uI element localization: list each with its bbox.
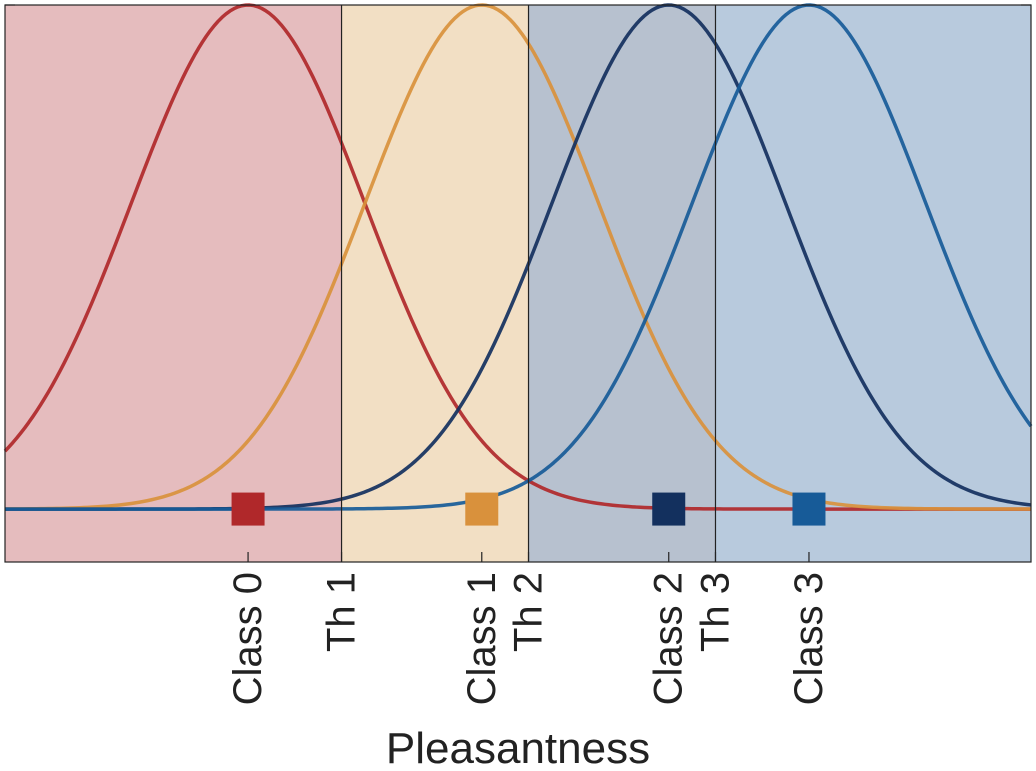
x-axis-title: Pleasantness — [386, 724, 650, 771]
x-tick-label-th-2: Th 2 — [507, 572, 551, 652]
x-tick-label-class-0: Class 0 — [226, 572, 270, 705]
curve-class-3 — [5, 3, 1033, 511]
region-0 — [5, 5, 342, 562]
plot-frame — [4, 4, 1032, 563]
density-curves — [3, 3, 1033, 511]
x-tick-label-class-3: Class 3 — [787, 572, 831, 705]
x-ticks — [247, 552, 810, 562]
background-regions — [5, 5, 1031, 562]
x-tick-labels: Class 0 Th 1 Class 1 Th 2 Class 2 Th 3 Class 3 — [226, 572, 831, 705]
class-markers — [231, 492, 826, 526]
class-marker-1 — [465, 492, 499, 526]
x-tick-label-th-1: Th 1 — [320, 572, 364, 652]
threshold-lines — [340, 5, 717, 562]
x-tick-label-class-1: Class 1 — [460, 572, 504, 705]
curve-class-1 — [4, 3, 1031, 511]
region-1 — [341, 5, 529, 562]
region-3 — [715, 5, 1031, 562]
x-tick-label-th-3: Th 3 — [693, 572, 737, 652]
class-marker-3 — [792, 492, 826, 526]
curve-class-0 — [3, 3, 1031, 511]
region-2 — [528, 5, 716, 562]
class-marker-0 — [231, 492, 265, 526]
class-marker-2 — [652, 492, 686, 526]
x-tick-label-class-2: Class 2 — [647, 572, 691, 705]
